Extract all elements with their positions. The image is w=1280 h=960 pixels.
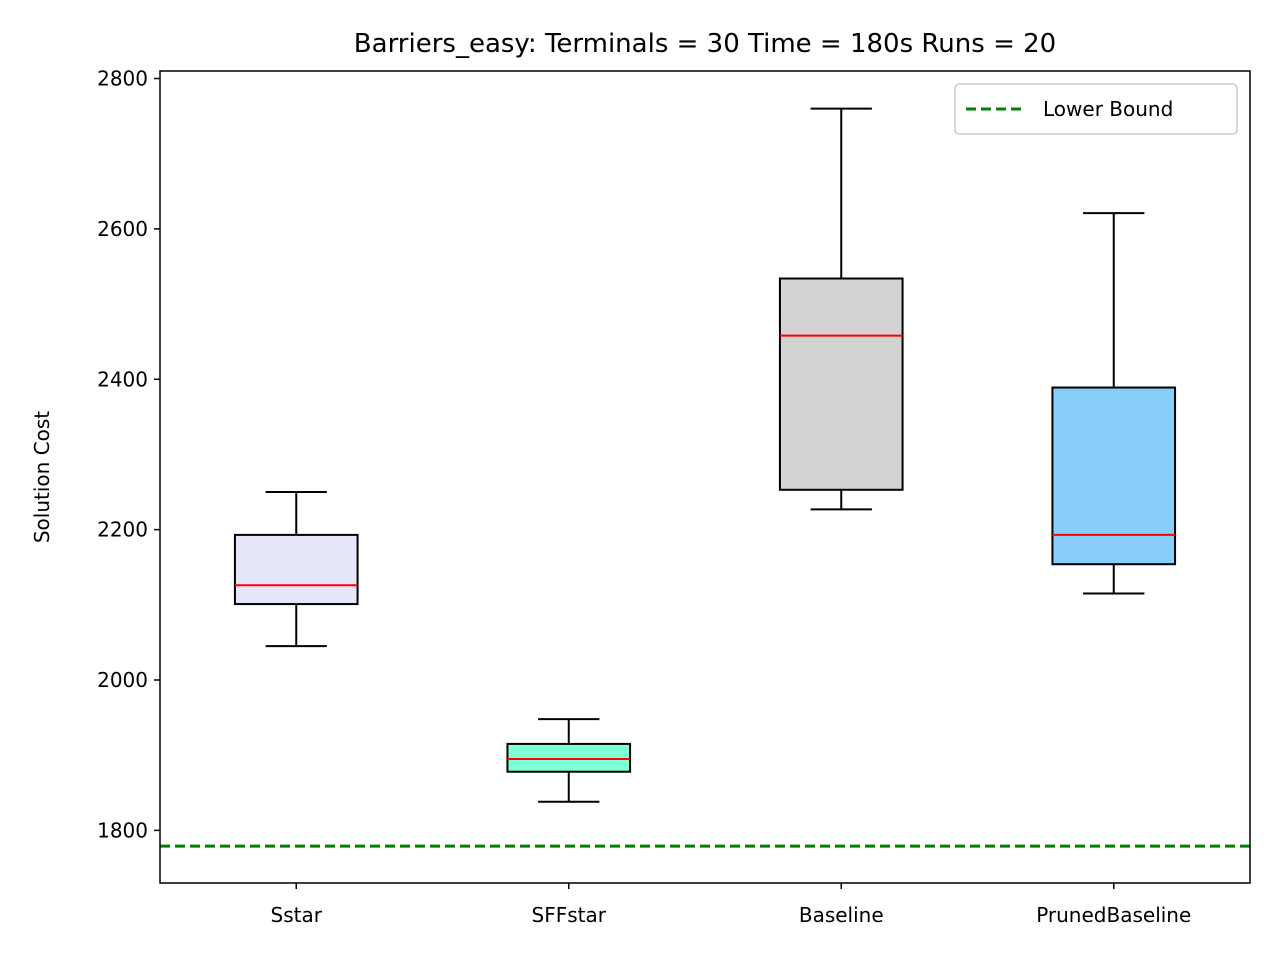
box-body-sffstar (506, 742, 632, 773)
x-tick-label-sffstar: SFFstar (532, 903, 607, 927)
box-body-sstar (233, 533, 359, 606)
legend-entry-lower-bound: Lower Bound (1043, 97, 1173, 121)
plot-frame (159, 70, 1251, 884)
box-prunedbaseline (1051, 212, 1177, 595)
x-tick-label-prunedbaseline: PrunedBaseline (1036, 903, 1191, 927)
y-tick-label-2000: 2000 (97, 668, 148, 692)
box-body-prunedbaseline (1051, 386, 1177, 566)
x-tick-label-baseline: Baseline (799, 903, 884, 927)
x-tick-label-sstar: Sstar (271, 903, 323, 927)
y-tick-label-2800: 2800 (97, 67, 148, 91)
y-tick-label-2600: 2600 (97, 217, 148, 241)
y-axis-label: Solution Cost (30, 411, 54, 543)
box-body-baseline (778, 277, 904, 491)
box-sffstar (506, 718, 632, 803)
legend: Lower Bound (954, 83, 1238, 135)
y-tick-label-1800: 1800 (97, 818, 148, 842)
box-baseline (778, 107, 904, 511)
box-sstar (233, 491, 359, 648)
legend-box (954, 83, 1238, 135)
chart-title: Barriers_easy: Terminals = 30 Time = 180… (354, 29, 1056, 59)
y-tick-label-2200: 2200 (97, 518, 148, 542)
y-tick-label-2400: 2400 (97, 367, 148, 391)
plot-content (160, 107, 1250, 848)
